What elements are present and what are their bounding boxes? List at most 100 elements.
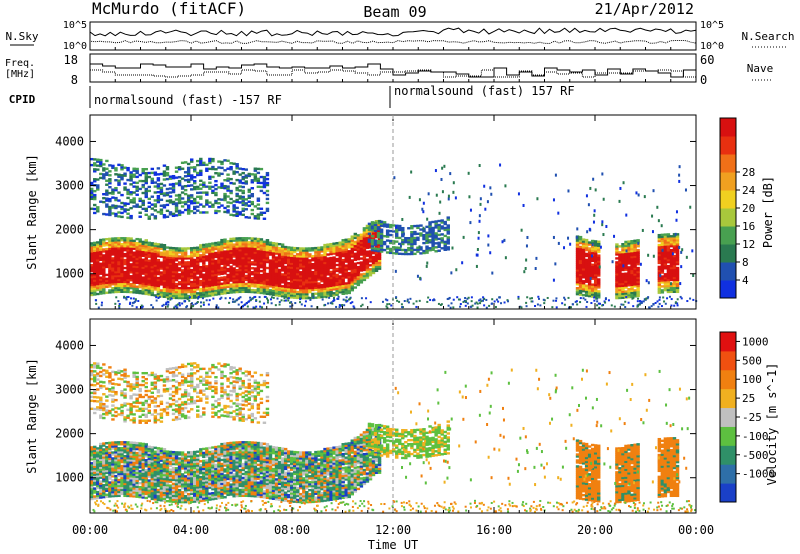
echo-cell <box>177 275 182 278</box>
echo-cell <box>597 290 601 293</box>
echo-cell <box>597 282 601 285</box>
echo-cell <box>180 269 185 272</box>
echo-cell <box>226 159 230 162</box>
echo-cell <box>105 489 109 492</box>
echo-cell <box>350 269 355 272</box>
echo-cell <box>440 221 444 224</box>
echo-cell <box>144 243 148 246</box>
echo-cell <box>250 251 255 254</box>
echo-cell <box>587 265 592 268</box>
echo-cell <box>672 242 677 246</box>
echo-cell <box>90 246 94 249</box>
echo-cell <box>685 255 688 259</box>
echo-cell <box>323 281 327 284</box>
echo-cell <box>676 304 679 307</box>
echo-cell <box>102 200 106 204</box>
echo-cell <box>368 242 373 245</box>
echo-cell <box>102 472 106 475</box>
echo-cell <box>120 244 124 248</box>
echo-cell <box>156 249 161 252</box>
echo-cell <box>162 172 167 175</box>
echo-cell <box>162 251 167 255</box>
echo-cell <box>268 245 273 248</box>
echo-cell <box>90 483 94 487</box>
echo-cell <box>205 193 209 196</box>
echo-cell <box>217 206 221 209</box>
echo-cell <box>117 288 121 292</box>
echo-cell <box>96 265 100 268</box>
echo-cell <box>647 253 650 257</box>
echo-cell <box>99 158 103 162</box>
echo-cell <box>202 255 206 259</box>
echo-cell <box>323 271 327 275</box>
echo-cell <box>681 248 684 252</box>
echo-cell <box>669 278 674 282</box>
echo-cell <box>232 247 236 250</box>
echo-cell <box>238 282 242 286</box>
echo-cell <box>244 250 248 254</box>
echo-cell <box>335 275 339 279</box>
echo-cell <box>373 221 378 225</box>
echo-cell <box>202 285 206 288</box>
echo-cell <box>99 288 103 291</box>
echo-cell <box>663 277 668 280</box>
echo-cell <box>289 288 294 291</box>
echo-cell <box>262 288 267 291</box>
echo-cell <box>344 240 348 243</box>
echo-cell <box>368 230 373 233</box>
echo-cell <box>338 253 342 256</box>
echo-cell <box>317 296 321 299</box>
echo-cell <box>314 268 318 272</box>
echo-cell <box>660 247 665 250</box>
echo-cell <box>241 252 245 256</box>
echo-cell <box>135 247 139 251</box>
echo-cell <box>235 276 239 280</box>
echo-cell <box>395 252 399 255</box>
echo-cell <box>356 234 361 237</box>
echo-cell <box>129 481 133 484</box>
echo-cell <box>317 282 321 285</box>
echo-cell <box>232 251 236 254</box>
echo-cell <box>156 268 161 272</box>
echo-cell <box>672 244 677 248</box>
echo-cell <box>117 211 121 214</box>
echo-cell <box>117 470 121 474</box>
echo-cell <box>259 240 264 243</box>
echo-cell <box>120 476 124 480</box>
echo-cell <box>237 303 240 306</box>
echo-cell <box>235 263 239 266</box>
echo-cell <box>223 184 227 188</box>
echo-cell <box>575 290 580 294</box>
echo-cell <box>120 205 124 209</box>
echo-cell <box>268 259 273 262</box>
echo-cell <box>226 275 230 279</box>
echo-cell <box>401 226 405 230</box>
echo-cell <box>395 236 399 239</box>
echo-cell <box>590 275 595 278</box>
echo-cell <box>111 492 115 496</box>
echo-cell <box>126 251 130 254</box>
echo-cell <box>159 293 164 296</box>
echo-cell <box>422 230 426 233</box>
echo-cell <box>232 243 236 246</box>
echo-cell <box>171 214 176 218</box>
echo-cell <box>90 471 94 475</box>
echo-cell <box>684 188 687 192</box>
echo-cell <box>193 254 197 258</box>
echo-cell <box>205 243 209 246</box>
echo-cell <box>205 211 209 214</box>
echo-cell <box>335 269 339 273</box>
echo-cell <box>177 209 182 213</box>
echo-cell <box>657 247 662 251</box>
echo-cell <box>208 177 212 180</box>
echo-cell <box>274 286 279 289</box>
echo-cell <box>102 456 106 459</box>
echo-cell <box>326 283 330 286</box>
echo-cell <box>341 264 345 268</box>
echo-cell <box>171 186 176 190</box>
echo-cell <box>320 262 324 265</box>
echo-cell <box>111 267 115 270</box>
echo-cell <box>663 275 668 278</box>
echo-cell <box>99 256 103 260</box>
